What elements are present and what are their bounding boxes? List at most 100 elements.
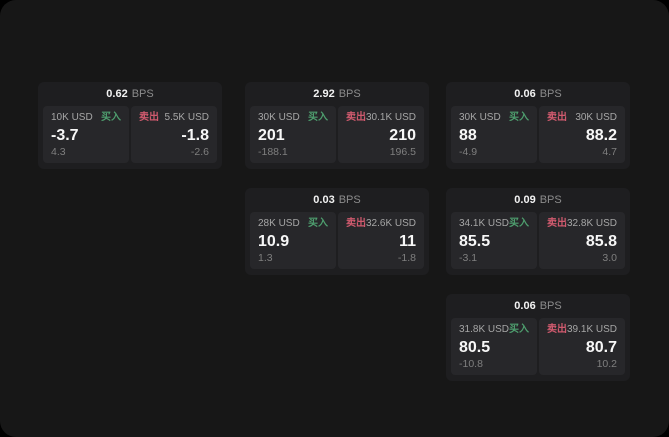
card-header: 0.06 BPS: [446, 82, 630, 106]
sell-sub-value: -2.6: [190, 146, 209, 158]
buy-side-label: 买入: [101, 112, 121, 123]
sell-tile-header: 卖出 32.6K USD: [346, 218, 416, 229]
sell-side-label: 卖出: [346, 218, 366, 229]
bps-value: 0.09: [514, 194, 536, 206]
card-header: 0.03 BPS: [245, 188, 429, 212]
sell-price-value: 88.2: [585, 126, 617, 144]
card-body: 31.8K USD 买入 80.5 -10.8 卖出 39.1K USD 80.…: [446, 318, 630, 380]
buy-side-label: 买入: [509, 324, 530, 335]
sell-tile-header: 卖出 32.8K USD: [547, 218, 617, 229]
bps-value: 2.92: [313, 88, 335, 100]
quote-card-1: 0.62 BPS 10K USD 买入 -3.7 4.3 卖出 5.5K USD …: [38, 82, 222, 169]
quote-card-2: 2.92 BPS 30K USD 买入 201 -188.1 卖出 30.1K U…: [245, 82, 429, 169]
sell-tile[interactable]: 卖出 30K USD 88.2 4.7: [539, 106, 625, 163]
quote-card-4: 0.03 BPS 28K USD 买入 10.9 1.3 卖出 32.6K USD…: [245, 188, 429, 275]
sell-tile-header: 卖出 30K USD: [547, 112, 617, 123]
buy-tile-header: 34.1K USD 买入: [459, 218, 529, 229]
buy-tile[interactable]: 10K USD 买入 -3.7 4.3: [43, 106, 129, 163]
card-body: 10K USD 买入 -3.7 4.3 卖出 5.5K USD -1.8 -2.…: [38, 106, 222, 168]
bps-suffix-label: BPS: [338, 88, 361, 100]
bps-suffix-label: BPS: [131, 88, 154, 100]
bps-value: 0.06: [514, 300, 536, 312]
sell-side-label: 卖出: [547, 112, 567, 123]
bps-suffix-label: BPS: [539, 194, 562, 206]
buy-side-label: 买入: [509, 112, 529, 123]
bps-suffix-label: BPS: [539, 88, 562, 100]
buy-tile[interactable]: 30K USD 买入 201 -188.1: [250, 106, 336, 163]
buy-tile[interactable]: 31.8K USD 买入 80.5 -10.8: [451, 318, 537, 375]
buy-sub-value: 1.3: [258, 252, 273, 264]
card-header: 0.06 BPS: [446, 294, 630, 318]
bps-suffix-label: BPS: [539, 300, 562, 312]
sell-price-value: 85.8: [585, 232, 617, 250]
buy-tile-header: 31.8K USD 买入: [459, 324, 529, 335]
bps-suffix-label: BPS: [338, 194, 361, 206]
buy-amount-label: 30K USD: [459, 112, 501, 123]
sell-amount-label: 39.1K USD: [566, 324, 618, 335]
sell-tile[interactable]: 卖出 32.8K USD 85.8 3.0: [539, 212, 625, 269]
sell-tile[interactable]: 卖出 32.6K USD 11 -1.8: [338, 212, 424, 269]
buy-side-label: 买入: [308, 218, 328, 229]
card-body: 30K USD 买入 88 -4.9 卖出 30K USD 88.2 4.7: [446, 106, 630, 168]
buy-sub-value: -188.1: [258, 146, 288, 158]
sell-price-value: 210: [389, 126, 416, 144]
buy-sub-value: -4.9: [459, 146, 478, 158]
buy-side-label: 买入: [308, 112, 328, 123]
buy-tile-header: 28K USD 买入: [258, 218, 328, 229]
buy-tile[interactable]: 28K USD 买入 10.9 1.3: [250, 212, 336, 269]
sell-side-label: 卖出: [346, 112, 366, 123]
card-body: 34.1K USD 买入 85.5 -3.1 卖出 32.8K USD 85.8…: [446, 212, 630, 274]
buy-sub-value: 4.3: [51, 146, 66, 158]
buy-amount-label: 28K USD: [258, 218, 300, 229]
buy-price-value: 85.5: [459, 232, 491, 250]
sell-amount-label: 32.8K USD: [566, 218, 618, 229]
buy-tile-header: 30K USD 买入: [258, 112, 328, 123]
quote-card-6: 0.06 BPS 31.8K USD 买入 80.5 -10.8 卖出 39.1K…: [446, 294, 630, 381]
bps-value: 0.06: [514, 88, 536, 100]
buy-tile[interactable]: 34.1K USD 买入 85.5 -3.1: [451, 212, 537, 269]
quote-card-5: 0.09 BPS 34.1K USD 买入 85.5 -3.1 卖出 32.8K …: [446, 188, 630, 275]
sell-side-label: 卖出: [139, 112, 159, 123]
card-body: 28K USD 买入 10.9 1.3 卖出 32.6K USD 11 -1.8: [245, 212, 429, 274]
buy-price-value: -3.7: [51, 126, 79, 144]
buy-price-value: 80.5: [459, 338, 491, 356]
buy-side-label: 买入: [509, 218, 530, 229]
buy-price-value: 10.9: [258, 232, 290, 250]
sell-amount-label: 5.5K USD: [164, 112, 209, 123]
sell-sub-value: 4.7: [602, 146, 617, 158]
buy-price-value: 201: [258, 126, 285, 144]
sell-side-label: 卖出: [547, 218, 567, 229]
bps-value: 0.62: [106, 88, 128, 100]
sell-amount-label: 30K USD: [575, 112, 617, 123]
bps-value: 0.03: [313, 194, 335, 206]
buy-amount-label: 10K USD: [51, 112, 93, 123]
sell-tile[interactable]: 卖出 39.1K USD 80.7 10.2: [539, 318, 625, 375]
sell-tile[interactable]: 卖出 30.1K USD 210 196.5: [338, 106, 424, 163]
buy-amount-label: 30K USD: [258, 112, 300, 123]
buy-tile-header: 10K USD 买入: [51, 112, 121, 123]
sell-amount-label: 30.1K USD: [365, 112, 417, 123]
card-header: 2.92 BPS: [245, 82, 429, 106]
sell-sub-value: 3.0: [602, 252, 617, 264]
buy-amount-label: 31.8K USD: [459, 324, 510, 335]
card-header: 0.09 BPS: [446, 188, 630, 212]
buy-price-value: 88: [459, 126, 477, 144]
sell-sub-value: -1.8: [397, 252, 416, 264]
sell-tile-header: 卖出 5.5K USD: [139, 112, 209, 123]
buy-sub-value: -3.1: [459, 252, 478, 264]
card-body: 30K USD 买入 201 -188.1 卖出 30.1K USD 210 1…: [245, 106, 429, 168]
sell-price-value: 80.7: [585, 338, 617, 356]
quote-card-3: 0.06 BPS 30K USD 买入 88 -4.9 卖出 30K USD 88…: [446, 82, 630, 169]
sell-sub-value: 196.5: [389, 146, 416, 158]
sell-sub-value: 10.2: [596, 358, 617, 370]
buy-tile-header: 30K USD 买入: [459, 112, 529, 123]
sell-price-value: 11: [399, 232, 416, 250]
buy-tile[interactable]: 30K USD 买入 88 -4.9: [451, 106, 537, 163]
sell-side-label: 卖出: [547, 324, 567, 335]
sell-tile-header: 卖出 30.1K USD: [346, 112, 416, 123]
card-header: 0.62 BPS: [38, 82, 222, 106]
sell-amount-label: 32.6K USD: [365, 218, 417, 229]
buy-amount-label: 34.1K USD: [459, 218, 510, 229]
sell-tile[interactable]: 卖出 5.5K USD -1.8 -2.6: [131, 106, 217, 163]
